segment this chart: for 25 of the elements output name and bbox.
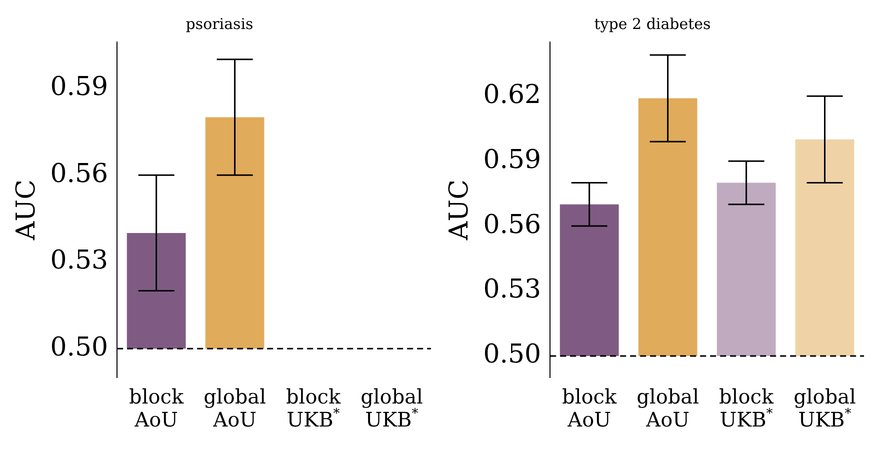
chart-title: psoriasis: [186, 14, 254, 33]
y-tick-label: 0.53: [50, 246, 108, 276]
chart-title: type 2 diabetes: [594, 14, 711, 33]
y-axis-title: AUC: [11, 180, 42, 242]
x-tick-label: global UKB*: [360, 384, 423, 432]
y-tick-label: 0.56: [50, 158, 108, 189]
x-tick-label: global UKB*: [794, 384, 856, 432]
y-tick-label: 0.62: [483, 80, 542, 110]
y-tick-label: 0.59: [50, 72, 108, 102]
bar: [795, 139, 854, 356]
x-tick-label: global AoU: [204, 384, 266, 432]
x-tick-label: block UKB*: [286, 384, 342, 432]
bar: [638, 98, 698, 356]
bar: [716, 182, 776, 356]
x-tick-label: block AoU: [129, 384, 184, 432]
y-tick-label: 0.59: [483, 144, 542, 175]
bar: [560, 204, 619, 356]
y-tick-label: 0.53: [483, 274, 542, 305]
y-tick-label: 0.50: [483, 340, 542, 370]
y-axis-title: AUC: [444, 180, 474, 242]
x-tick-label: global AoU: [636, 384, 699, 432]
y-tick-label: 0.56: [483, 210, 542, 240]
x-tick-label: block UKB*: [719, 384, 774, 432]
x-tick-label: block AoU: [562, 384, 618, 432]
y-tick-label: 0.50: [50, 332, 108, 362]
